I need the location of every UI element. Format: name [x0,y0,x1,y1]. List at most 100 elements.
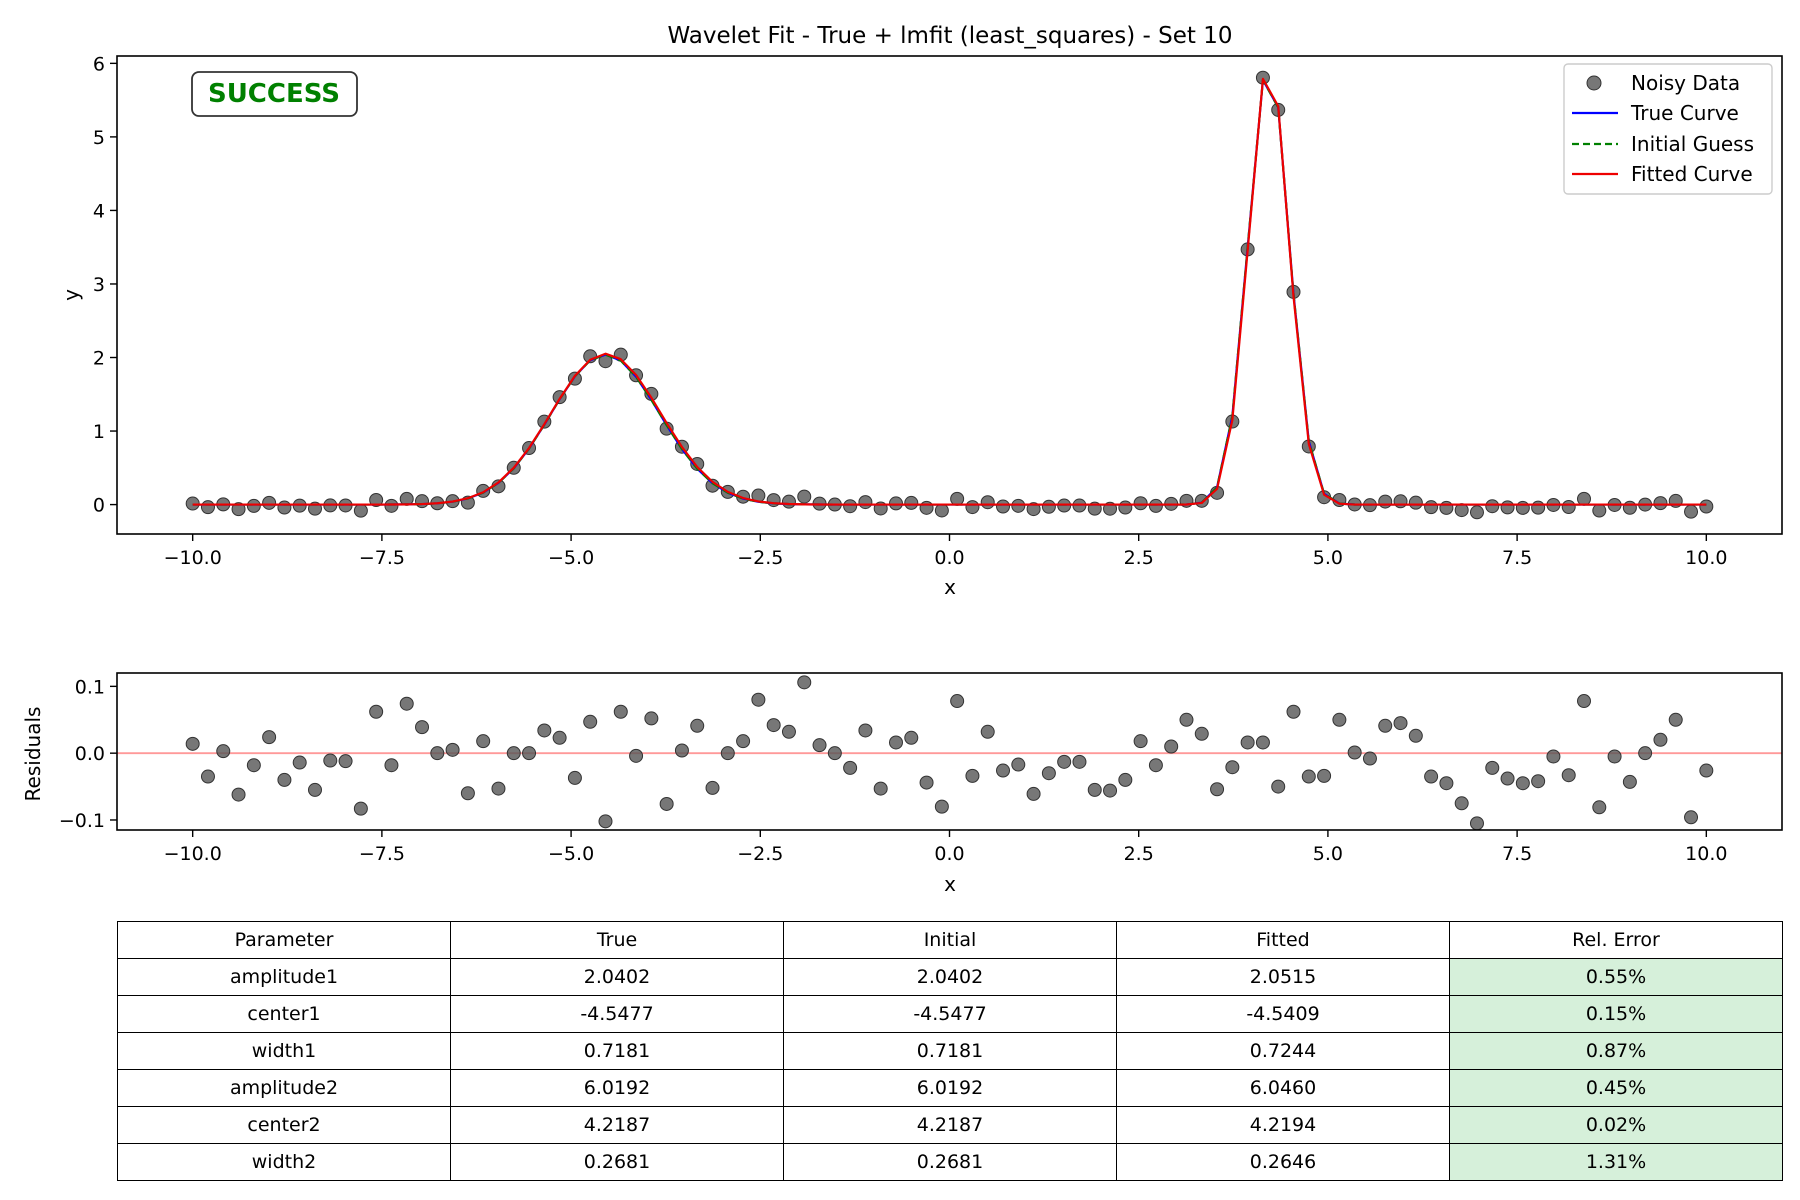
residual-point [888,735,903,750]
main-x-tick-label: 7.5 [1502,547,1532,569]
residual-point [399,696,414,711]
residuals-chart: −10.0 −7.5 −5.0 −2.5 0.0 2.5 5.0 7.5 10.0 −0.1 0.… [21,672,1783,896]
noisy-data-point [369,493,384,508]
table-cell-rel-error: 0.02% [1449,1106,1783,1144]
residuals-x-tick-label: −10.0 [164,843,222,865]
noisy-data-point [1485,499,1500,514]
residual-point [1133,734,1148,749]
residual-point [384,758,399,773]
noisy-data-point [1577,491,1592,506]
residual-point [1378,718,1393,733]
residual-point [1653,732,1668,747]
residual-point [934,799,949,814]
noisy-data-point [1408,495,1423,510]
residuals-x-tick-label: 0.0 [934,843,964,865]
residual-point [843,760,858,775]
main-x-tick-label: 5.0 [1313,547,1343,569]
residual-point [262,730,277,745]
noisy-data-point [797,489,812,504]
noisy-data-point [1469,505,1484,520]
noisy-data-point [919,500,934,515]
legend: Noisy Data True Curve Initial Guess Fitt… [1563,63,1773,195]
legend-label-true-curve: True Curve [1630,101,1739,125]
noisy-data-point [353,503,368,518]
residual-point [1271,779,1286,794]
residuals-x-tick-label: 10.0 [1685,843,1727,865]
residual-point [307,782,322,797]
main-x-tick-label: −10.0 [164,547,222,569]
noisy-data-point [843,499,858,514]
residuals-y-axis-label: Residuals [21,707,45,802]
residual-point [200,769,215,784]
residual-point [1011,757,1026,772]
residual-point [415,720,430,735]
residual-point [1026,786,1041,801]
residual-point [1424,769,1439,784]
residuals-y-ticks: −0.1 0.0 0.1 [59,676,117,832]
residual-point [980,724,995,739]
residual-point [1393,716,1408,731]
residual-point [460,786,475,801]
table-header-cell: Fitted [1116,921,1450,959]
residual-point [185,736,200,751]
residual-point [1255,735,1270,750]
residual-point [644,711,659,726]
residual-point [1454,796,1469,811]
table-cell-rel-error: 1.31% [1449,1143,1783,1181]
residual-point [629,748,644,763]
main-y-tick-label: 4 [93,200,105,222]
residual-point [1072,754,1087,769]
residual-point [766,718,781,733]
residual-point [476,734,491,749]
legend-label-fitted-curve: Fitted Curve [1631,162,1753,186]
residual-point [292,755,307,770]
noisy-data-point [415,494,430,509]
residual-point [873,781,888,796]
table-cell: 4.2194 [1116,1106,1450,1144]
residual-point [216,744,231,759]
noisy-data-point [858,495,873,510]
table-cell: 2.0515 [1116,958,1450,996]
noisy-data-point [1653,496,1668,511]
table-cell: 0.7181 [783,1032,1117,1070]
residual-point [705,780,720,795]
residual-point [231,787,246,802]
legend-label-noisy-data: Noisy Data [1631,71,1740,95]
residual-point [1485,760,1500,775]
residuals-x-axis-label: x [944,872,956,896]
residual-point [1194,726,1209,741]
main-x-tick-label: −5.0 [548,547,594,569]
residuals-x-ticks: −10.0 −7.5 −5.0 −2.5 0.0 2.5 5.0 7.5 10.0 [164,830,1727,865]
residual-point [1286,704,1301,719]
success-badge: SUCCESS [191,71,358,117]
residual-point [552,730,567,745]
residual-point [1668,712,1683,727]
main-x-ticks: −10.0 −7.5 −5.0 −2.5 0.0 2.5 5.0 7.5 10.0 [164,534,1727,569]
residual-point [858,723,873,738]
parameter-table: Parameter True Initial Fitted Rel. Error… [117,921,1783,1181]
residual-point [1041,766,1056,781]
residual-point [1210,782,1225,797]
table-cell: width1 [117,1032,451,1070]
noisy-data-point [1515,500,1530,515]
noisy-data-point [1500,500,1515,515]
table-cell: 4.2187 [450,1106,784,1144]
noisy-data-point [1684,504,1699,519]
residual-point [720,746,735,761]
residual-point [812,738,827,753]
table-cell: amplitude2 [117,1069,451,1107]
residual-point [277,772,292,787]
residuals-y-tick-label: −0.1 [59,810,105,832]
table-cell: center2 [117,1106,451,1144]
table-cell: 0.2681 [450,1143,784,1181]
residual-point [1148,758,1163,773]
residuals-x-tick-label: −7.5 [359,843,405,865]
residual-point [338,754,353,769]
initial-guess-line [192,78,1707,506]
table-cell-rel-error: 0.15% [1449,995,1783,1033]
table-header-cell: Initial [783,921,1117,959]
main-y-tick-label: 5 [93,127,105,149]
residual-point [797,675,812,690]
residuals-x-tick-label: 2.5 [1124,843,1154,865]
